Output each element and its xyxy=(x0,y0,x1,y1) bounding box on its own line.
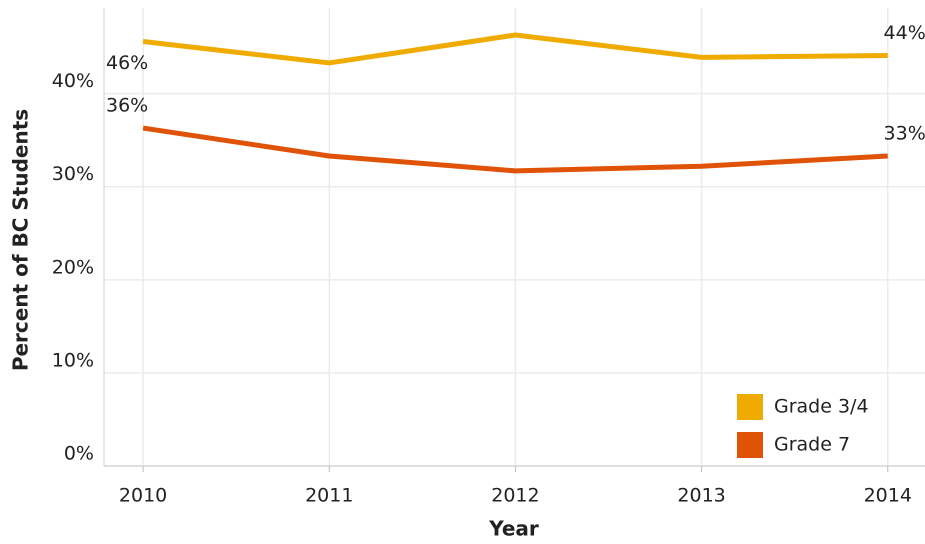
y-tick-label: 30% xyxy=(52,163,94,185)
x-tick-label: 2010 xyxy=(119,485,167,507)
y-axis-title: Percent of BC Students xyxy=(9,109,33,371)
series-line xyxy=(142,32,888,66)
data-label: 33% xyxy=(884,123,925,145)
data-label: 44% xyxy=(884,22,925,44)
y-tick-label: 20% xyxy=(52,256,94,278)
x-tick-label: 2012 xyxy=(491,485,539,507)
y-tick-label: 0% xyxy=(64,443,94,465)
data-label: 46% xyxy=(106,52,148,74)
x-tick-label: 2013 xyxy=(677,485,725,507)
legend-swatch xyxy=(737,394,763,420)
legend-label: Grade 7 xyxy=(774,434,850,456)
y-tick-label: 10% xyxy=(52,349,94,371)
legend-swatch xyxy=(737,432,763,458)
x-tick-label: 2011 xyxy=(305,485,353,507)
legend-label: Grade 3/4 xyxy=(774,396,869,418)
series-line xyxy=(142,125,888,174)
x-tick-label: 2014 xyxy=(864,485,912,507)
x-axis-title: Year xyxy=(488,517,539,541)
data-label: 36% xyxy=(106,95,148,117)
y-tick-label: 40% xyxy=(52,70,94,92)
